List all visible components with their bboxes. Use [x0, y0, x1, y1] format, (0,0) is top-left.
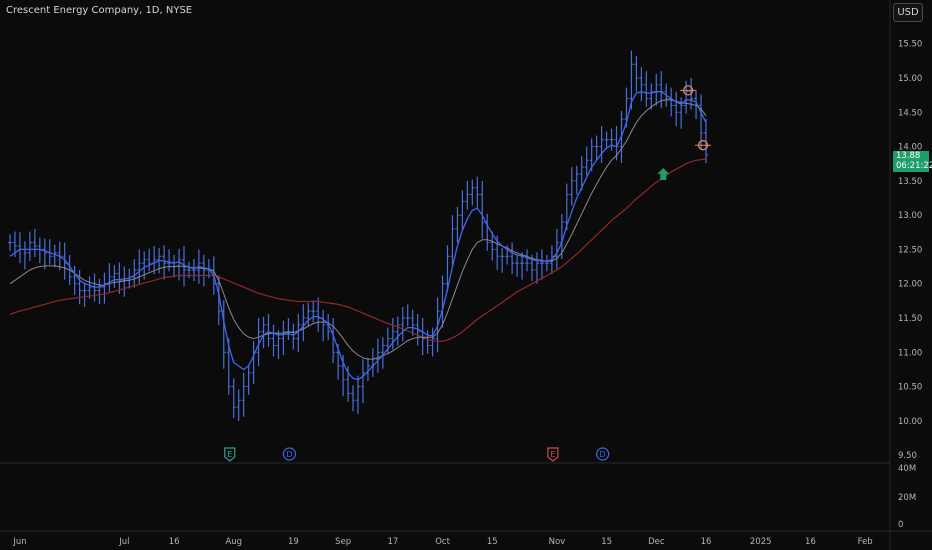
time-tick-label: Oct — [435, 537, 450, 547]
time-tick-label: 16 — [701, 537, 712, 547]
ma-mid-line — [9, 99, 707, 360]
last-price-value: 13.88 — [896, 151, 921, 161]
time-tick-label: Feb — [858, 537, 873, 547]
time-tick-label: Jul — [118, 537, 129, 547]
time-tick-label: 15 — [487, 537, 498, 547]
price-tick-label: 14.50 — [898, 108, 922, 118]
price-tick-label: 12.00 — [898, 280, 922, 290]
price-tick-label: 13.00 — [898, 211, 922, 221]
dividend-event-icon — [282, 447, 297, 461]
dividend-event-icon — [596, 447, 610, 461]
ma-slow-line — [9, 158, 707, 342]
time-tick-label: Dec — [648, 537, 665, 547]
price-tick-label: 12.50 — [898, 245, 922, 255]
time-tick-label: Aug — [225, 537, 242, 547]
currency-button[interactable]: USD — [893, 3, 923, 22]
price-tick-label: 13.50 — [898, 177, 922, 187]
last-price-tag: 13.88 06:21:22 — [893, 151, 932, 172]
time-tick-label: 16 — [805, 537, 816, 547]
time-tick-label: 19 — [288, 537, 299, 547]
time-tick-label: Nov — [549, 537, 566, 547]
time-tick-label: 16 — [169, 537, 180, 547]
event-label: E — [550, 450, 555, 459]
chart-title: Crescent Energy Company, 1D, NYSE — [6, 5, 193, 16]
price-tick-label: 11.50 — [898, 314, 922, 324]
time-tick-label: 2025 — [750, 537, 772, 547]
price-tick-label: 9.50 — [898, 451, 917, 461]
time-tick-label: 15 — [601, 537, 612, 547]
time-tick-label: Sep — [335, 537, 351, 547]
volume-tick-label: 20M — [898, 493, 916, 503]
price-tick-label: 15.00 — [898, 74, 922, 84]
earnings-event-icon — [547, 447, 559, 462]
event-label: D — [286, 450, 292, 459]
price-tick-label: 14.00 — [898, 143, 922, 153]
earnings-event-icon — [224, 447, 236, 462]
price-tick-label: 10.50 — [898, 383, 922, 393]
volume-tick-label: 40M — [898, 464, 916, 474]
volume-tick-label: 0 — [898, 520, 903, 530]
event-label: E — [227, 450, 232, 459]
time-tick-label: Jun — [12, 537, 26, 547]
event-label: D — [600, 450, 606, 459]
ma-fast-line — [9, 91, 707, 381]
price-tick-label: 11.00 — [898, 348, 922, 358]
buy-arrow-icon — [657, 168, 670, 180]
time-tick-label: 17 — [387, 537, 398, 547]
price-tick-label: 10.00 — [898, 417, 922, 427]
last-price-countdown: 06:21:22 — [896, 161, 932, 171]
price-tick-label: 15.50 — [898, 40, 922, 50]
